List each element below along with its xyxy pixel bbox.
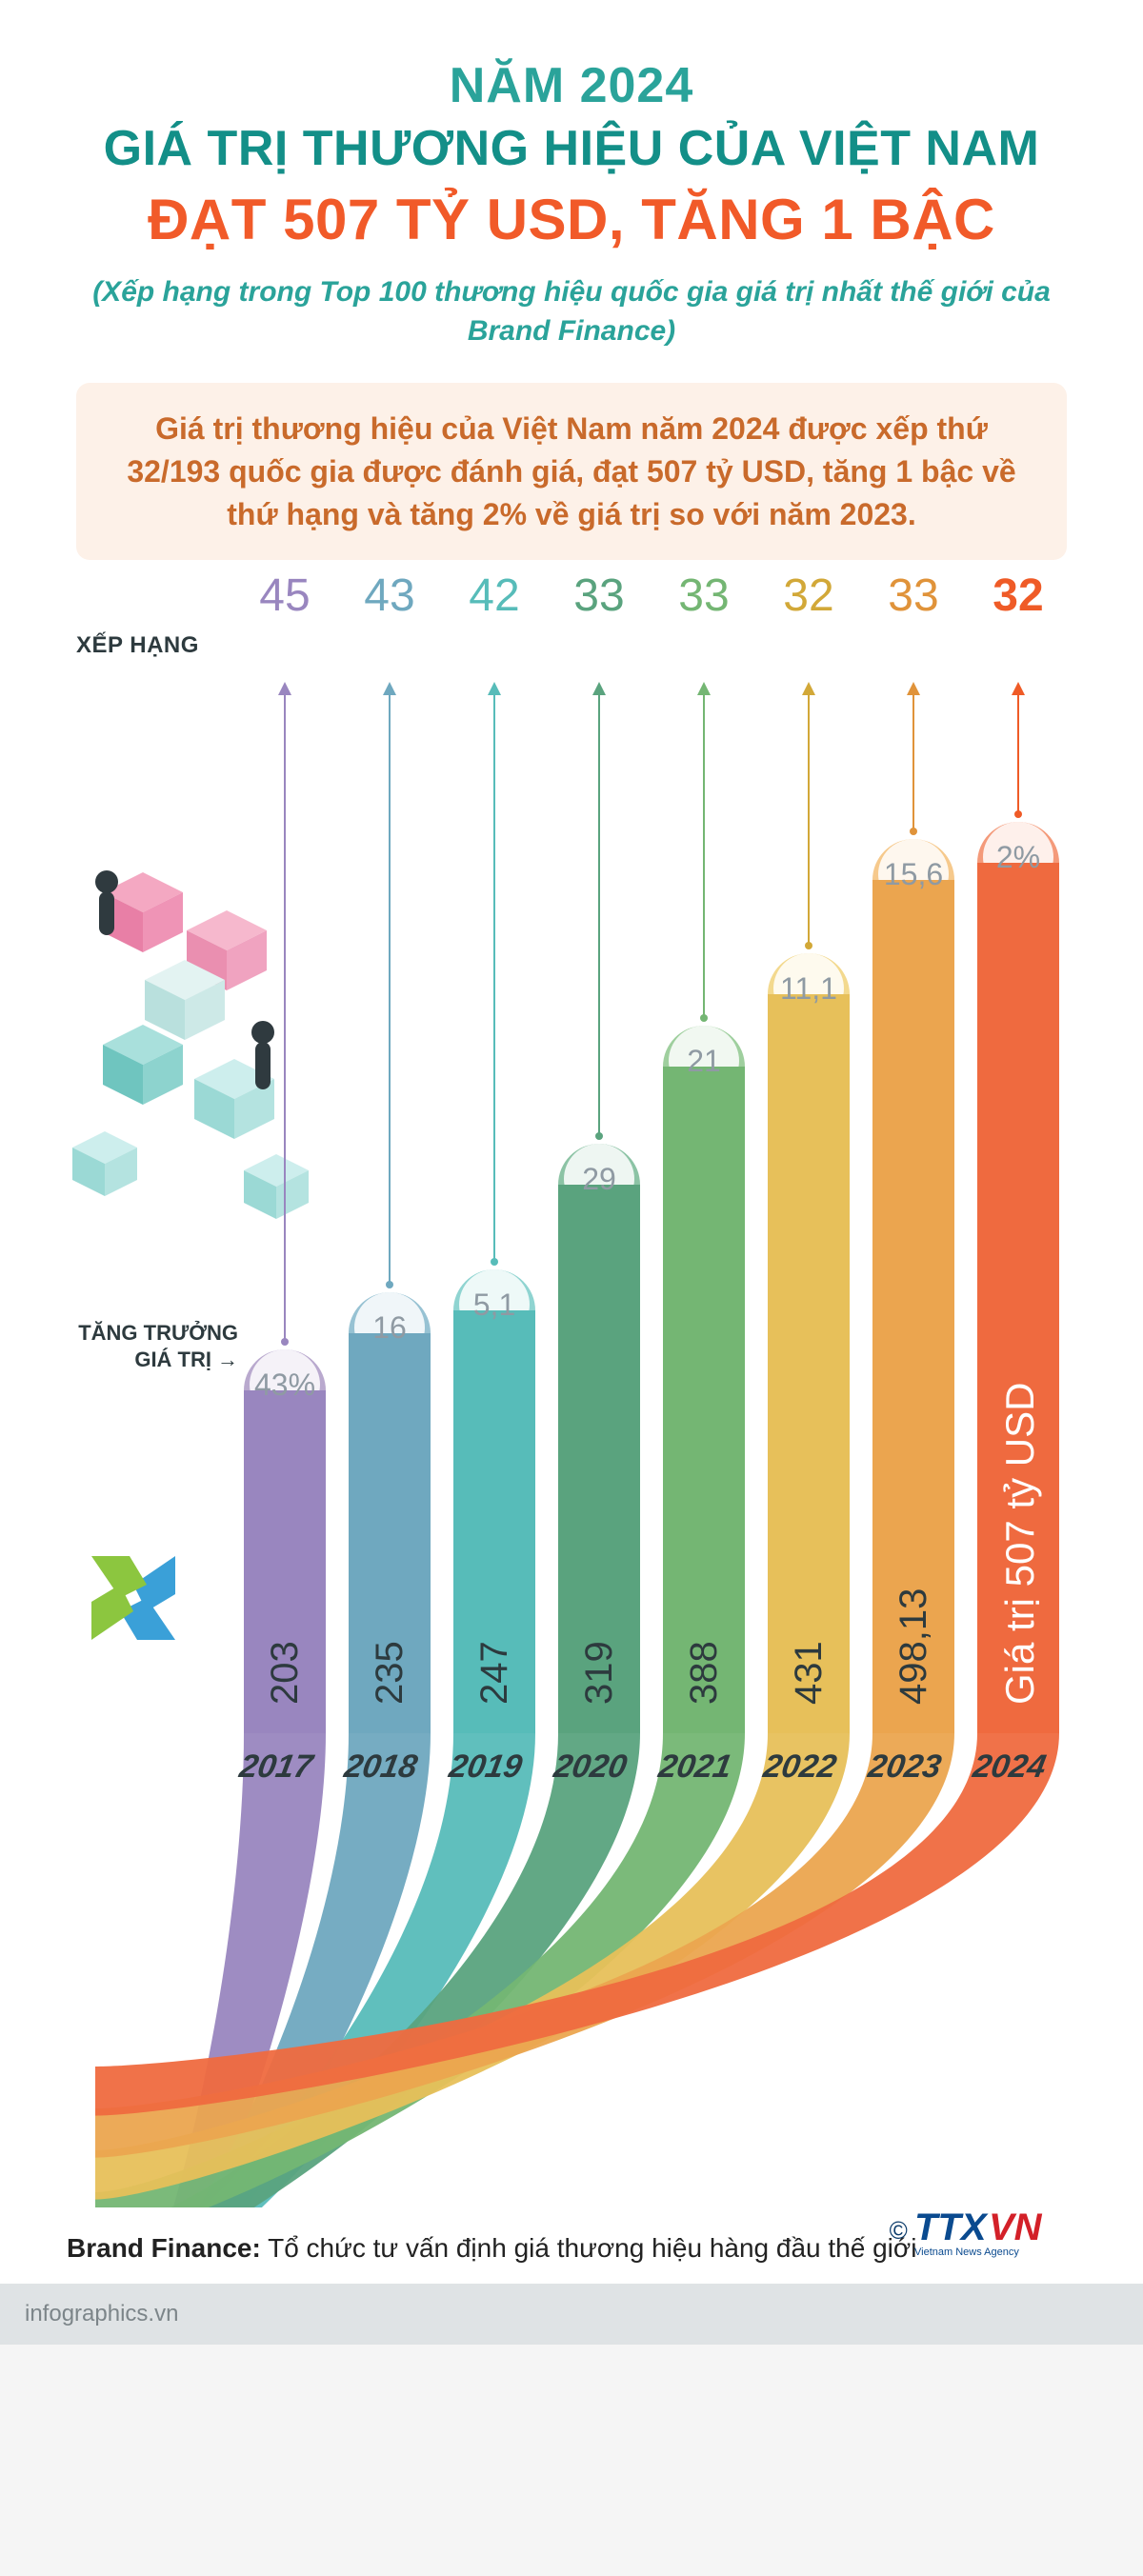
infographic-page: NĂM 2024 GIÁ TRỊ THƯƠNG HIỆU CỦA VIỆT NA… [0, 0, 1143, 2345]
footer-site: infographics.vn [25, 2301, 178, 2327]
copyright-symbol: © [890, 2216, 908, 2245]
bar-value: 203 [264, 1448, 307, 1705]
growth-value: 15,6 [871, 857, 956, 892]
rank-value: 32 [766, 569, 852, 622]
bar-value: 388 [683, 1124, 726, 1705]
growth-value: 5,1 [451, 1288, 537, 1323]
year-label: 2020 [551, 1748, 631, 1786]
bar-value: 498,13 [892, 937, 935, 1705]
footer-bar: infographics.vn [0, 2284, 1143, 2345]
svg-text:VN: VN [989, 2207, 1043, 2248]
title-line2: GIÁ TRỊ THƯƠNG HIỆU CỦA VIỆT NAM [67, 120, 1076, 177]
ttxvn-logo-icon: TTX VN Vietnam News Agency [914, 2206, 1067, 2259]
growth-value: 43% [242, 1368, 328, 1403]
title-line3: ĐẠT 507 TỶ USD, TĂNG 1 BẬC [67, 187, 1076, 252]
footnote-bold: Brand Finance: [67, 2233, 261, 2263]
year-label: 2022 [761, 1748, 840, 1786]
year-label: 2024 [971, 1748, 1050, 1786]
bar-value: Giá trị 507 tỷ USD [997, 920, 1043, 1705]
rank-value: 42 [451, 569, 537, 622]
bar-value: 247 [473, 1368, 516, 1705]
title-subtitle: (Xếp hạng trong Top 100 thương hiệu quốc… [67, 273, 1076, 350]
year-label: 2018 [342, 1748, 421, 1786]
rank-value: 43 [347, 569, 432, 622]
footnote-text: Tổ chức tư vấn định giá thương hiệu hàng… [261, 2233, 917, 2263]
year-label: 2021 [656, 1748, 735, 1786]
svg-text:TTX: TTX [914, 2207, 989, 2248]
summary-box: Giá trị thương hiệu của Việt Nam năm 202… [76, 383, 1067, 560]
svg-text:Vietnam News Agency: Vietnam News Agency [914, 2247, 1019, 2258]
bar-value: 235 [369, 1390, 411, 1705]
year-label: 2019 [447, 1748, 526, 1786]
growth-value: 11,1 [766, 971, 852, 1007]
chart: XẾP HẠNG TĂNG TRƯỞNG GIÁ TRỊ→ 4543%20320… [67, 569, 1076, 2207]
bar-value: 319 [578, 1242, 621, 1705]
year-label: 2017 [237, 1748, 316, 1786]
bar-value: 431 [788, 1051, 831, 1705]
growth-value: 16 [347, 1310, 432, 1346]
growth-value: 29 [556, 1162, 642, 1197]
rank-value: 45 [242, 569, 328, 622]
rank-value: 33 [661, 569, 747, 622]
title-year: NĂM 2024 [67, 57, 1076, 114]
year-label: 2023 [866, 1748, 945, 1786]
title-block: NĂM 2024 GIÁ TRỊ THƯƠNG HIỆU CỦA VIỆT NA… [67, 57, 1076, 350]
rank-value: 33 [871, 569, 956, 622]
copyright: © TTX VN Vietnam News Agency [890, 2206, 1067, 2259]
rank-value: 32 [975, 569, 1061, 622]
growth-value: 2% [975, 840, 1061, 875]
rank-value: 33 [556, 569, 642, 622]
growth-value: 21 [661, 1044, 747, 1079]
